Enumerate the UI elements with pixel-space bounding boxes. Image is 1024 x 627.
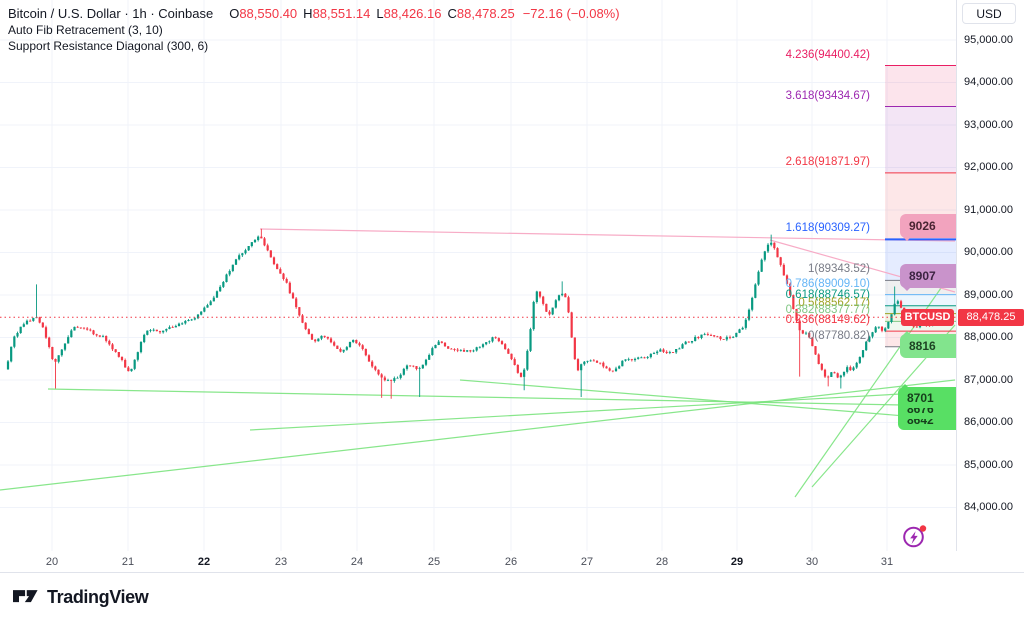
support-resistance-trendlines [0,228,956,498]
price-axis-tick: 86,000.00 [964,416,1013,428]
tradingview-logo[interactable]: TradingView [13,587,149,608]
sr-level-bubble: 9026 [900,214,956,241]
time-axis-tick: 20 [45,556,59,568]
time-axis-tick: 25 [427,556,441,568]
time-axis-tick: 31 [880,556,894,568]
tradingview-logo-text: TradingView [47,587,149,607]
candlestick-canvas[interactable] [0,0,956,551]
time-axis-tick: 28 [655,556,669,568]
time-axis-tick: 24 [350,556,364,568]
price-axis-tick: 90,000.00 [964,246,1013,258]
price-axis-tick: 87,000.00 [964,373,1013,386]
footer: TradingView [0,573,1024,627]
gridlines [0,0,956,551]
price-axis-tick: 89,000.00 [964,288,1013,301]
time-axis-tick: 23 [274,556,288,568]
time-axis-tick: 27 [580,556,594,568]
time-axis-tick: 26 [504,556,518,568]
currency-toggle-button[interactable]: USD [962,3,1016,24]
time-axis[interactable]: 20 21 22 23 24 25 26 27 28 29 30 31 [0,551,1024,572]
sr-level-bubble: 8701 [898,384,956,408]
price-axis[interactable]: USD 88,478.25 95,000.00 94,000.00 93,000.0… [956,0,1024,551]
price-axis-tick: 92,000.00 [964,161,1013,173]
price-axis-tick: 95,000.00 [964,33,1013,46]
footer-divider [0,572,1024,573]
price-axis-tick: 84,000.00 [964,501,1013,513]
notification-dot [919,525,927,532]
lightning-icon [903,525,927,548]
price-axis-tick: 94,000.00 [964,76,1013,88]
price-axis-tick: 88,000.00 [964,331,1013,343]
events-lightning-button[interactable] [901,522,929,550]
time-axis-tick: 21 [121,556,135,568]
time-axis-tick: 30 [805,556,819,568]
time-axis-tick: 22 [197,556,211,568]
tradingview-logo-mark [13,589,38,602]
symbol-price-badge: BTCUSD [901,308,954,326]
sr-level-bubble: 8816 [900,331,956,358]
price-axis-tick: 91,000.00 [964,203,1013,216]
current-price-label: 88,478.25 [958,308,1024,326]
candles [6,228,941,399]
price-axis-tick: 93,000.00 [964,118,1013,131]
sr-level-bubble: 8907 [900,264,956,291]
time-axis-tick: 29 [730,556,744,568]
chart-plot-area[interactable]: 4.236(94400.42) 3.618(93434.67) 2.618(9187… [0,0,956,551]
price-axis-tick: 85,000.00 [964,458,1013,471]
